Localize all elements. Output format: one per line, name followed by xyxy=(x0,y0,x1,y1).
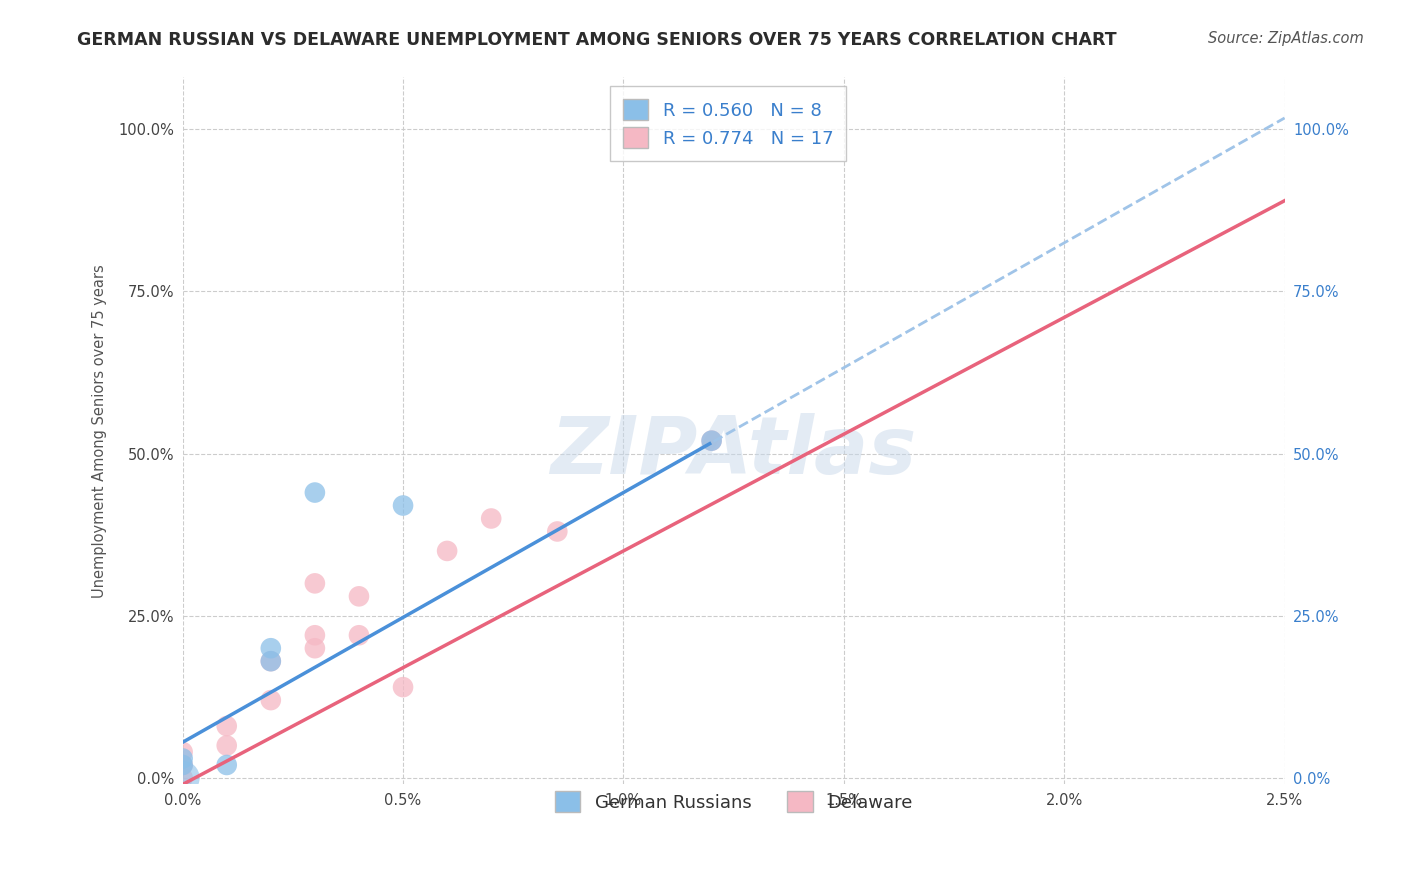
Point xyxy=(215,719,238,733)
Point xyxy=(215,758,238,772)
Point xyxy=(260,641,283,656)
Point xyxy=(172,771,194,785)
Point xyxy=(546,524,568,539)
Point xyxy=(260,693,283,707)
Point xyxy=(700,434,723,448)
Point xyxy=(304,576,326,591)
Point xyxy=(172,751,194,765)
Text: Source: ZipAtlas.com: Source: ZipAtlas.com xyxy=(1208,31,1364,46)
Point xyxy=(172,758,194,772)
Point xyxy=(304,485,326,500)
Point xyxy=(304,641,326,656)
Legend: German Russians, Delaware: German Russians, Delaware xyxy=(543,779,925,825)
Point xyxy=(260,654,283,668)
Point xyxy=(700,434,723,448)
Point xyxy=(347,628,370,642)
Point xyxy=(172,745,194,759)
Point xyxy=(479,511,502,525)
Y-axis label: Unemployment Among Seniors over 75 years: Unemployment Among Seniors over 75 years xyxy=(93,264,107,598)
Point xyxy=(215,739,238,753)
Point xyxy=(392,680,415,694)
Point xyxy=(436,544,458,558)
Point xyxy=(260,654,283,668)
Point xyxy=(347,590,370,604)
Text: GERMAN RUSSIAN VS DELAWARE UNEMPLOYMENT AMONG SENIORS OVER 75 YEARS CORRELATION : GERMAN RUSSIAN VS DELAWARE UNEMPLOYMENT … xyxy=(77,31,1116,49)
Point xyxy=(304,628,326,642)
Point xyxy=(172,771,194,785)
Point xyxy=(172,758,194,772)
Point xyxy=(392,499,415,513)
Text: ZIPAtlas: ZIPAtlas xyxy=(551,413,917,491)
